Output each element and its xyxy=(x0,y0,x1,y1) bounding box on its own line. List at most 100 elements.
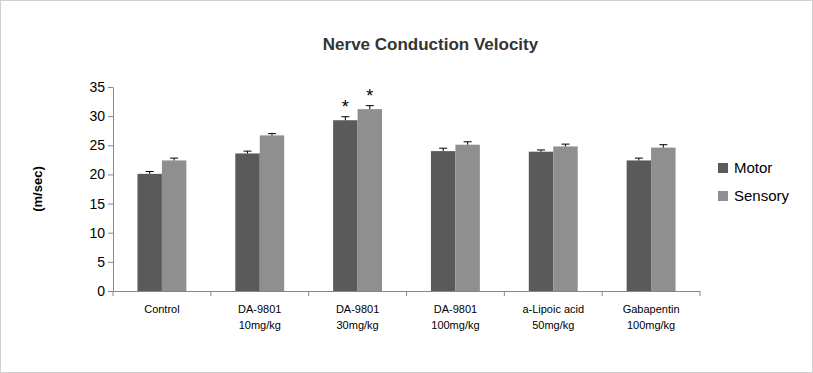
category-divider xyxy=(602,291,603,296)
y-tick-mark xyxy=(108,233,113,234)
bar xyxy=(333,120,357,291)
x-tick: Gabapentin100mg/kg xyxy=(623,303,680,332)
bar xyxy=(235,153,259,291)
bar xyxy=(627,160,651,291)
chart: 0 5 10 15 20 25 30 35 Control DA-980110mg/kg DA-98… xyxy=(0,0,813,373)
category-divider xyxy=(406,291,407,296)
plot: 0 5 10 15 20 25 30 35 Control DA-980110mg/kg DA-98… xyxy=(89,79,700,331)
y-axis-title: (m/sec) xyxy=(30,166,45,212)
annotation: * xyxy=(342,97,349,117)
bar xyxy=(358,109,382,291)
y-tick: 30 xyxy=(89,108,113,124)
legend-label: Sensory xyxy=(734,187,790,204)
y-tick: 25 xyxy=(89,137,113,153)
error-cap xyxy=(464,141,472,142)
title: Nerve Conduction Velocity xyxy=(323,35,539,54)
error-cap xyxy=(561,144,569,145)
x-tick-label: DA-980130mg/kg xyxy=(336,303,379,332)
error-cap xyxy=(439,148,447,149)
y-tick: 5 xyxy=(97,254,113,270)
error-cap xyxy=(635,158,643,159)
annotation: * xyxy=(366,86,373,106)
error-bar xyxy=(439,148,447,151)
legend-item: Motor xyxy=(718,159,772,176)
error-bar xyxy=(170,158,178,160)
y-tick-label: 20 xyxy=(89,166,105,182)
category-divider xyxy=(504,291,505,296)
legend-swatch xyxy=(718,191,728,201)
error-cap xyxy=(244,151,252,152)
error-bar xyxy=(659,145,667,148)
category-dividers xyxy=(113,291,700,296)
y-tick-mark xyxy=(108,262,113,263)
x-tick-label: Control xyxy=(144,303,179,315)
y-tick: 35 xyxy=(89,79,113,95)
x-tick: DA-9801100mg/kg xyxy=(431,303,479,332)
legend-swatch xyxy=(718,163,728,173)
y-tick-label: 5 xyxy=(97,254,105,270)
bar xyxy=(553,146,577,291)
x-tick: DA-980130mg/kg xyxy=(336,303,379,332)
x-tick-label: Gabapentin100mg/kg xyxy=(623,303,680,332)
y-tick: 20 xyxy=(89,166,113,182)
error-bar xyxy=(561,144,569,146)
bars xyxy=(137,106,675,291)
y-tick-mark xyxy=(108,291,113,292)
bar xyxy=(651,148,675,291)
legend-label: Motor xyxy=(734,159,772,176)
error-bar xyxy=(268,134,276,136)
bar xyxy=(260,135,284,291)
y-axis-line xyxy=(113,88,114,292)
error-cap xyxy=(537,149,545,150)
error-bar xyxy=(635,158,643,160)
y-tick: 15 xyxy=(89,196,113,212)
bar xyxy=(162,160,186,291)
x-tick-label: a-Lipoic acid50mg/kg xyxy=(522,303,584,332)
error-bar xyxy=(146,172,154,174)
x-tick-label: DA-9801100mg/kg xyxy=(431,303,479,332)
series xyxy=(137,117,651,291)
y-tick: 0 xyxy=(97,283,113,299)
error-cap xyxy=(170,158,178,159)
y-tick-mark xyxy=(108,174,113,175)
x-tick: DA-980110mg/kg xyxy=(238,303,281,332)
x-tick-label: DA-980110mg/kg xyxy=(238,303,281,332)
x-tick: Control xyxy=(144,303,179,315)
chart-frame xyxy=(1,1,813,373)
y-axis: 0 5 10 15 20 25 30 35 xyxy=(89,79,113,299)
y-tick-label: 25 xyxy=(89,137,105,153)
error-stem xyxy=(345,117,346,120)
error-bar xyxy=(464,142,472,145)
category-divider xyxy=(308,291,309,296)
error-bar xyxy=(537,150,545,152)
y-tick-label: 10 xyxy=(89,225,105,241)
y-tick-mark xyxy=(108,116,113,117)
error-bar xyxy=(244,151,252,153)
y-tick: 10 xyxy=(89,225,113,241)
y-tick-label: 30 xyxy=(89,108,105,124)
error-cap xyxy=(268,133,276,134)
y-tick-mark xyxy=(108,145,113,146)
error-cap xyxy=(146,171,154,172)
bar xyxy=(529,152,553,291)
bar xyxy=(431,151,455,291)
error-stem xyxy=(369,106,370,109)
y-tick-mark xyxy=(108,204,113,205)
error-cap xyxy=(659,144,667,145)
x-tick: a-Lipoic acid50mg/kg xyxy=(522,303,584,332)
bar xyxy=(455,145,479,291)
legend-item: Sensory xyxy=(718,187,790,204)
category-divider xyxy=(210,291,211,296)
legend: Motor Sensory xyxy=(718,159,790,204)
error-bar xyxy=(366,106,374,109)
y-tick-label: 0 xyxy=(97,283,105,299)
annotations: ** xyxy=(342,86,373,117)
x-axis: Control DA-980110mg/kg DA-980130mg/kg DA-98… xyxy=(114,292,701,332)
category-divider xyxy=(113,291,114,296)
y-tick-label: 15 xyxy=(89,196,105,212)
series xyxy=(162,106,676,291)
error-bar xyxy=(341,117,349,120)
category-divider xyxy=(700,291,701,296)
y-tick-label: 35 xyxy=(89,79,105,95)
y-tick-mark xyxy=(108,87,113,88)
